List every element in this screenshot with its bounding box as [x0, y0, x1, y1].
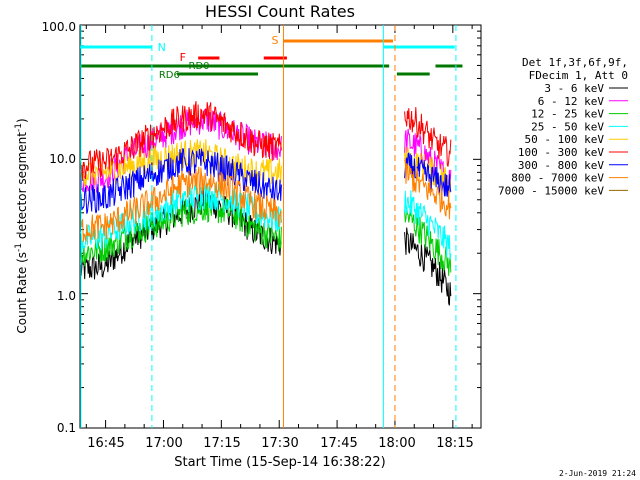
- y-tick-label-10.0: 10.0: [49, 152, 76, 166]
- legend-label: 300 - 800 keV: [518, 159, 604, 172]
- series-25-50-kev-line: [404, 190, 452, 260]
- y-tick-label-100.0: 100.0: [42, 20, 76, 34]
- y-tick-label-1.0: 1.0: [57, 289, 76, 303]
- series-3-6-kev-line: [404, 227, 452, 306]
- series-300-800-kev-line: [80, 148, 282, 214]
- x-axis-label: Start Time (15-Sep-14 16:38:22): [174, 455, 385, 470]
- legend-label: 12 - 25 keV: [531, 108, 604, 121]
- flag-rd0-label: RD0: [189, 61, 210, 72]
- series-800-7000-kev-line: [80, 166, 282, 243]
- legend-label: 6 - 12 keV: [538, 95, 605, 108]
- x-tick-label-1730: 17:30: [261, 436, 298, 451]
- plot-frame: [79, 24, 482, 429]
- legend-label: 50 - 100 keV: [525, 133, 605, 146]
- x-tick-label-1800: 18:00: [378, 436, 415, 451]
- series-100-300-kev-line: [404, 107, 452, 167]
- chart-title: HESSI Count Rates: [205, 2, 355, 21]
- series-800-7000-kev-line: [404, 157, 452, 220]
- series-50-100-kev-line: [80, 139, 282, 187]
- legend-header-line2: FDecim 1, Att 0: [529, 69, 628, 82]
- x-tick-label-1745: 17:45: [320, 436, 357, 451]
- x-tick-label-1815: 18:15: [436, 436, 473, 451]
- series-100-300-kev-line: [80, 101, 282, 180]
- flag-rd6-label: RD6: [159, 70, 180, 81]
- x-tick-label-1645: 16:45: [87, 436, 124, 451]
- flag-f-label: F: [180, 51, 186, 64]
- series-3-6-kev-line: [80, 186, 282, 280]
- series-lines: [80, 101, 452, 306]
- flag-s-label: S: [271, 34, 278, 47]
- series-6-12-kev-line: [404, 128, 452, 191]
- series-25-50-kev-line: [80, 182, 282, 253]
- legend-label: 3 - 6 keV: [544, 82, 604, 95]
- legend-label: 800 - 7000 keV: [511, 172, 604, 185]
- legend-label: 100 - 300 keV: [518, 146, 604, 159]
- legend-header-line1: Det 1f,3f,6f,9f,: [522, 56, 628, 69]
- flag-bars: N F S RD0 RD6: [80, 25, 463, 428]
- x-tick-label-1700: 17:00: [145, 436, 182, 451]
- series-12-25-kev-line: [404, 206, 452, 276]
- legend-label: 7000 - 15000 keV: [498, 184, 604, 197]
- x-tick-label-1715: 17:15: [203, 436, 240, 451]
- y-axis-label: Count Rate (s-1 detector segment-1): [14, 118, 29, 333]
- flag-n-label: N: [158, 41, 166, 54]
- y-tick-label-0.1: 0.1: [57, 421, 76, 435]
- footer-date: 2-Jun-2019 21:24: [559, 469, 636, 478]
- legend-label: 25 - 50 keV: [531, 120, 604, 133]
